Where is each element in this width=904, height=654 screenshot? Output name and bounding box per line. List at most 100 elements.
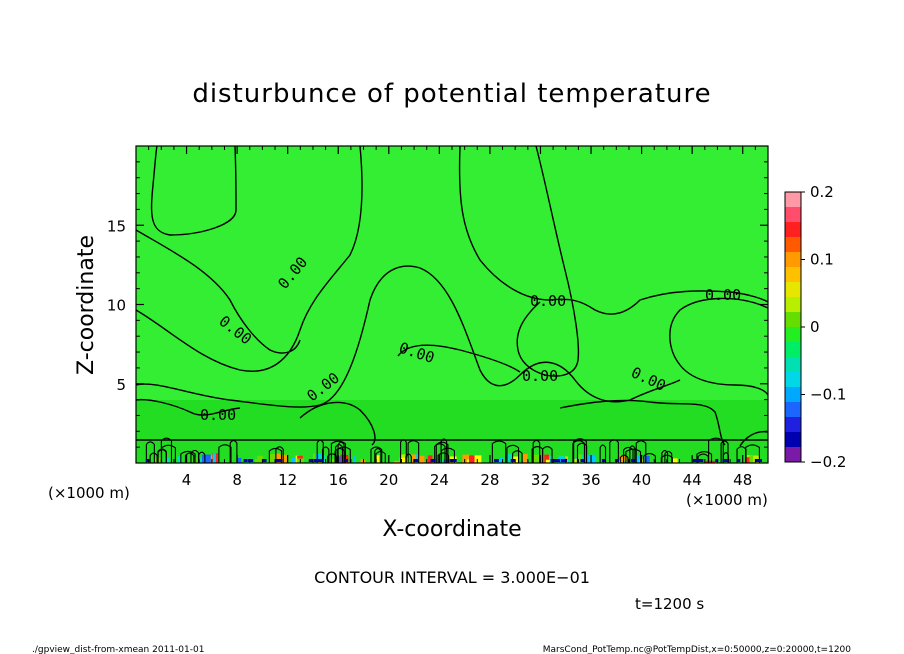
noise-patch [550,459,557,462]
noise-contour [180,450,196,463]
noise-contour [157,449,167,463]
noise-contour [745,444,760,463]
noise-contour [268,447,283,463]
contour-line [516,145,580,377]
noise-patch [631,459,635,462]
colorbar-segment [785,342,801,358]
noise-contour [623,446,634,463]
noise-contour [330,440,347,463]
x-unit-left: (×1000 m) [48,484,130,502]
colorbar-segment [785,357,801,373]
noise-contour [435,441,449,463]
noise-contour [198,451,206,463]
x-tick-label: 36 [581,471,600,489]
contour-label: 0.00 [200,406,236,424]
noise-patch [736,459,741,462]
noise-contour [437,452,450,463]
noise-patch [308,459,313,462]
noise-patch [344,459,349,462]
noise-contour [506,444,520,463]
noise-patch [644,455,650,463]
x-tick-label: 16 [329,471,348,489]
contour-line [135,265,681,408]
x-tick-label: 20 [379,471,398,489]
colorbar-segment [785,207,801,223]
noise-contour [335,444,344,463]
noise-contour [374,448,382,463]
contour-line [135,145,363,372]
noise-contour [275,446,284,463]
noise-patch [635,455,640,463]
noise-patch [587,454,597,463]
noise-patch [243,459,248,462]
colorbar-ticks: 0.2 0.1 0 −0.1 −0.2 [801,183,846,471]
noise-contour [440,438,448,463]
noise-contour [664,450,673,463]
noise-patch [247,459,254,462]
noise-patch [262,459,267,462]
noise-patch [291,457,296,463]
noise-patch [201,454,211,463]
noise-patch [212,453,216,463]
colorbar-segment [785,252,801,268]
x-tick-label: 4 [182,471,192,489]
contour-line [135,229,301,354]
noise-patch [353,456,356,463]
noise-contour [708,437,724,463]
colorbar-segment [785,282,801,298]
contour-line [559,399,726,446]
noise-patch [164,457,170,463]
noise-contour [635,440,647,463]
noise-patch [375,455,380,463]
noise-patch [430,459,436,462]
noise-patch [715,459,719,462]
contour-line [458,145,769,315]
noise-patch [499,457,504,463]
contour-lines [135,145,769,447]
colorbar-tick-label: 0.1 [810,251,834,269]
noise-patch [416,453,419,463]
noise-contour [316,439,324,463]
noise-contour [722,452,729,463]
noise-patch [399,457,409,463]
colorbar-segment [785,297,801,313]
noise-contour [532,439,541,463]
noise-patch [532,454,542,463]
noise-contour [573,438,587,463]
noise-contour [184,452,195,463]
x-tick-label: 44 [683,471,702,489]
colorbar-segment [785,387,801,403]
noise-contour [720,440,729,463]
contour-line [299,401,376,446]
noise-patch [469,455,475,463]
noise-contour [512,450,523,463]
noise-patch [697,459,704,462]
plot-area: 0.00 0.00 0.00 0.00 0.00 0.00 0.00 0.00 … [135,145,769,464]
contour-label: 0.00 [522,367,558,385]
noise-patch [512,456,520,463]
contour-interval-text: CONTOUR INTERVAL = 3.000E−01 [314,568,590,587]
x-tick-label: 40 [632,471,651,489]
x-axis-label: X-coordinate [382,517,521,542]
y-axis-label: Z-coordinate [74,235,99,375]
time-text: t=1200 s [635,595,704,613]
colorbar-segment [785,222,801,238]
colorbar-segment [785,327,801,343]
noise-contour [370,446,383,463]
noise-patch [427,455,433,463]
x-tick-label: 24 [430,471,449,489]
noise-patch [418,455,425,463]
contour-line [397,344,521,373]
contour-label: 0.00 [530,292,566,310]
colorbar-segment [785,372,801,388]
footer-right: MarsCond_PotTemp.nc@PotTempDist,x=0:5000… [543,645,852,654]
noise-patch [257,455,264,463]
x-unit-right: (×1000 m) [686,491,768,509]
noise-patch [254,458,258,463]
noise-patch [360,459,366,463]
x-tick-label: 48 [733,471,752,489]
noise-contour [321,446,330,463]
noise-patch [237,457,242,463]
noise-patch [580,459,585,462]
